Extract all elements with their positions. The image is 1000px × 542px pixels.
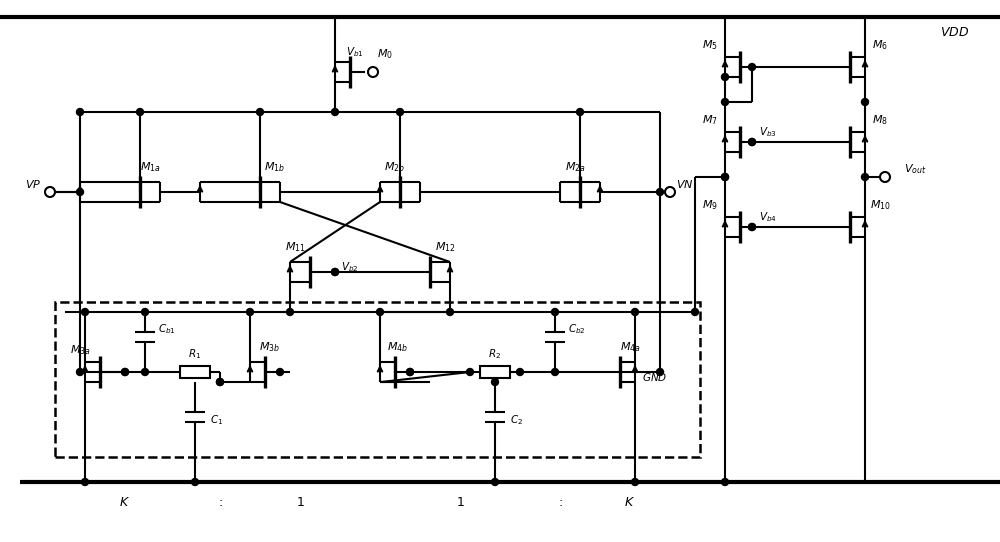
Text: $1$: $1$ [296, 495, 304, 508]
Circle shape [446, 308, 454, 315]
Circle shape [492, 378, 498, 385]
Text: $K$: $K$ [624, 495, 636, 508]
Circle shape [552, 308, 558, 315]
Circle shape [332, 268, 338, 275]
Text: $V_{b2}$: $V_{b2}$ [341, 260, 359, 274]
Text: $M_{10}$: $M_{10}$ [870, 198, 890, 212]
Circle shape [192, 479, 198, 486]
Circle shape [246, 308, 254, 315]
Circle shape [216, 378, 224, 385]
Text: $M_9$: $M_9$ [702, 198, 718, 212]
Circle shape [516, 369, 524, 376]
Text: $M_0$: $M_0$ [377, 47, 393, 61]
Circle shape [368, 67, 378, 77]
Text: $M_5$: $M_5$ [702, 38, 718, 52]
Text: $VN$: $VN$ [676, 178, 694, 190]
Circle shape [665, 187, 675, 197]
Circle shape [748, 63, 756, 70]
Text: $R_1$: $R_1$ [188, 347, 202, 361]
Circle shape [722, 479, 728, 486]
Text: $GND$: $GND$ [642, 371, 668, 383]
Text: $C_2$: $C_2$ [510, 413, 524, 427]
Circle shape [722, 99, 728, 106]
Circle shape [880, 172, 890, 182]
Text: $M_{3a}$: $M_{3a}$ [70, 343, 90, 357]
Circle shape [136, 108, 144, 115]
Text: $M_{2b}$: $M_{2b}$ [384, 160, 406, 174]
Circle shape [466, 369, 474, 376]
Circle shape [76, 189, 84, 196]
Circle shape [632, 308, 639, 315]
Text: $M_{1b}$: $M_{1b}$ [264, 160, 286, 174]
Circle shape [45, 187, 55, 197]
Text: $M_{4b}$: $M_{4b}$ [387, 340, 409, 354]
Circle shape [142, 369, 148, 376]
Text: $M_{12}$: $M_{12}$ [435, 240, 455, 254]
Circle shape [862, 173, 868, 180]
Circle shape [82, 479, 88, 486]
Text: $V_{out}$: $V_{out}$ [904, 162, 926, 176]
Circle shape [406, 369, 414, 376]
Circle shape [122, 369, 128, 376]
Circle shape [748, 139, 756, 145]
Circle shape [722, 173, 728, 180]
Text: $M_{2a}$: $M_{2a}$ [565, 160, 585, 174]
Circle shape [256, 108, 264, 115]
Text: $:$: $:$ [216, 495, 224, 508]
Circle shape [76, 369, 84, 376]
Text: $V_{b1}$: $V_{b1}$ [346, 45, 364, 59]
Text: $V_{b3}$: $V_{b3}$ [759, 125, 777, 139]
Text: $M_6$: $M_6$ [872, 38, 888, 52]
Circle shape [142, 308, 148, 315]
Circle shape [748, 223, 756, 230]
Text: $V_{b4}$: $V_{b4}$ [759, 210, 777, 224]
Circle shape [748, 139, 756, 145]
Circle shape [376, 308, 384, 315]
Circle shape [632, 479, 639, 486]
Circle shape [76, 108, 84, 115]
Text: $M_8$: $M_8$ [872, 113, 888, 127]
Circle shape [122, 369, 128, 376]
Circle shape [82, 308, 88, 315]
Text: $:$: $:$ [556, 495, 564, 508]
Text: $1$: $1$ [456, 495, 464, 508]
Text: $M_7$: $M_7$ [702, 113, 718, 127]
Text: $M_{11}$: $M_{11}$ [285, 240, 305, 254]
Bar [480, 366, 510, 378]
Text: $M_{3b}$: $M_{3b}$ [259, 340, 281, 354]
Circle shape [492, 479, 498, 486]
Circle shape [396, 108, 404, 115]
Circle shape [692, 308, 698, 315]
Circle shape [576, 108, 584, 115]
Circle shape [862, 99, 868, 106]
Circle shape [748, 223, 756, 230]
Text: $M_{1a}$: $M_{1a}$ [140, 160, 160, 174]
Text: $VDD$: $VDD$ [940, 25, 970, 38]
Circle shape [722, 173, 728, 180]
Circle shape [287, 308, 294, 315]
Circle shape [552, 369, 558, 376]
Text: $C_{b2}$: $C_{b2}$ [568, 322, 586, 336]
Text: $C_{b1}$: $C_{b1}$ [158, 322, 176, 336]
Bar [55, 302, 700, 457]
Text: $C_1$: $C_1$ [210, 413, 224, 427]
Text: $K$: $K$ [119, 495, 131, 508]
Text: $R_2$: $R_2$ [488, 347, 502, 361]
Text: $VP$: $VP$ [25, 178, 41, 190]
Circle shape [332, 268, 338, 275]
Circle shape [406, 369, 414, 376]
Circle shape [276, 369, 284, 376]
Text: $M_{4a}$: $M_{4a}$ [620, 340, 640, 354]
Circle shape [722, 74, 728, 81]
Circle shape [216, 378, 224, 385]
Circle shape [332, 108, 338, 115]
Bar [180, 366, 210, 378]
Circle shape [656, 369, 664, 376]
Circle shape [656, 189, 664, 196]
